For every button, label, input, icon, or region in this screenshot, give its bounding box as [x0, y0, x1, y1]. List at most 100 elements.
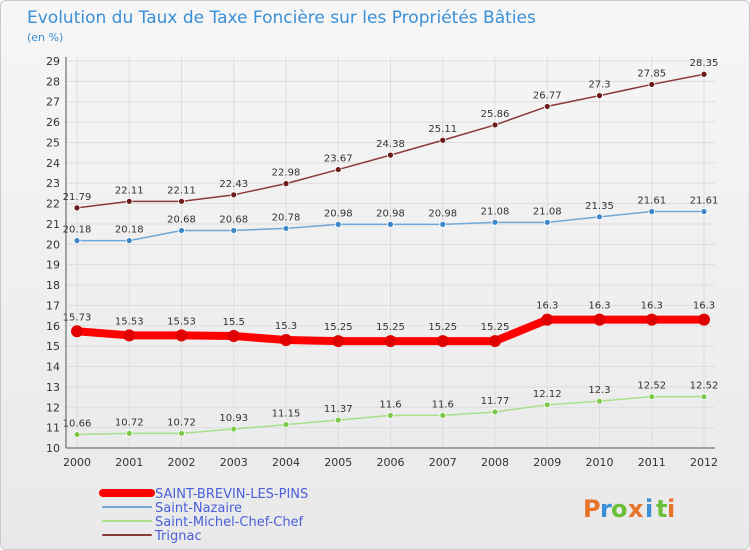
grid [66, 57, 715, 449]
data-point [280, 334, 292, 347]
y-tick-label: 29 [46, 55, 60, 68]
data-point [73, 237, 81, 245]
data-label: 24.38 [376, 139, 405, 150]
data-label: 20.18 [115, 225, 144, 236]
data-label: 21.08 [481, 206, 510, 217]
data-label: 20.98 [376, 208, 405, 219]
data-point [648, 208, 656, 215]
data-label: 12.12 [533, 389, 562, 400]
y-tick-label: 19 [46, 259, 60, 272]
data-point [230, 227, 238, 234]
data-point [698, 313, 710, 326]
data-label: 12.3 [588, 385, 610, 396]
data-label: 10.66 [63, 419, 92, 430]
data-label: 11.6 [432, 399, 454, 410]
data-label: 27.3 [588, 80, 610, 91]
data-label: 15.3 [275, 321, 297, 332]
data-label: 15.25 [481, 322, 510, 333]
x-tick-label: 2009 [533, 456, 561, 469]
data-label: 15.5 [223, 317, 245, 328]
data-point [596, 397, 603, 405]
y-tick-label: 21 [46, 218, 60, 231]
data-label: 25.86 [481, 109, 510, 120]
data-label: 11.6 [379, 399, 401, 410]
legend: SAINT-BREVIN-LES-PINSSaint-NazaireSaint-… [99, 487, 308, 544]
data-label: 22.43 [219, 179, 248, 190]
data-point [227, 329, 240, 342]
data-label: 15.73 [63, 312, 92, 323]
legend-label: SAINT-BREVIN-LES-PINS [155, 487, 308, 502]
data-label: 20.68 [167, 214, 196, 225]
chart-subtitle: (en %) [27, 31, 63, 44]
logo-letter: x [628, 495, 644, 523]
data-label: 20.98 [324, 208, 353, 219]
data-point [71, 325, 83, 338]
x-tick-label: 2011 [638, 456, 666, 469]
y-tick-label: 23 [46, 177, 60, 190]
legend-label: Trignac [154, 529, 202, 544]
chart-title: Evolution du Taux de Taxe Foncière sur l… [27, 8, 536, 28]
data-point [387, 151, 394, 159]
x-tick-label: 2005 [324, 456, 352, 469]
data-point [178, 197, 185, 205]
data-label: 10.72 [167, 417, 196, 428]
data-point [175, 329, 188, 342]
data-label: 21.08 [533, 206, 562, 217]
data-point [178, 227, 185, 234]
data-label: 28.35 [690, 58, 719, 69]
series-trignac: 21.79 22.11 22.11 22.43 22.98 23.67 24.38 25.11… [63, 58, 719, 212]
data-point [543, 218, 551, 226]
x-tick-label: 2001 [115, 456, 143, 469]
data-label: 20.18 [63, 225, 92, 236]
data-label: 26.77 [533, 90, 562, 101]
legend-label: Saint-Nazaire [155, 501, 242, 516]
data-point [282, 225, 290, 232]
y-tick-label: 16 [46, 320, 60, 333]
x-tick-label: 2010 [586, 456, 614, 469]
y-tick-label: 24 [46, 157, 60, 170]
y-tick-label: 13 [46, 381, 60, 394]
data-label: 16.3 [641, 301, 663, 312]
data-point [334, 220, 342, 228]
data-label: 15.25 [376, 322, 405, 333]
data-point [596, 213, 603, 221]
data-point [439, 220, 447, 228]
y-tick-label: 14 [46, 361, 60, 374]
data-label: 11.15 [272, 409, 301, 420]
data-label: 11.37 [324, 404, 353, 415]
data-point [645, 313, 658, 326]
data-label: 22.11 [115, 185, 144, 196]
x-tick-label: 2012 [690, 456, 718, 469]
x-tick-label: 2007 [429, 456, 457, 469]
data-label: 12.52 [637, 381, 666, 392]
data-label: 10.93 [219, 413, 248, 424]
data-label: 15.25 [428, 322, 457, 333]
data-point [334, 416, 342, 424]
data-point [123, 329, 136, 342]
data-point [125, 197, 133, 205]
logo-letter: P [583, 495, 601, 523]
data-point [230, 425, 238, 433]
data-point [596, 92, 603, 100]
data-point [282, 421, 290, 428]
y-tick-label: 26 [46, 116, 60, 129]
data-point [387, 412, 394, 419]
data-label: 16.3 [588, 301, 610, 312]
data-label: 22.11 [167, 185, 196, 196]
data-label: 23.67 [324, 154, 353, 165]
data-label: 15.53 [167, 316, 196, 327]
logo-letter: o [611, 495, 628, 523]
series-saint-nazaire: 20.18 20.18 20.68 20.68 20.78 20.98 20.98 20.98… [63, 196, 718, 245]
logo-letter: i [645, 495, 653, 523]
data-label: 22.98 [272, 168, 301, 179]
data-point [125, 237, 133, 245]
data-point [700, 208, 708, 215]
data-label: 20.98 [428, 208, 457, 219]
y-tick-label: 25 [46, 136, 60, 149]
data-point [439, 412, 447, 419]
y-tick-label: 12 [46, 401, 60, 414]
y-tick-label: 17 [46, 299, 60, 312]
data-label: 16.3 [693, 301, 715, 312]
